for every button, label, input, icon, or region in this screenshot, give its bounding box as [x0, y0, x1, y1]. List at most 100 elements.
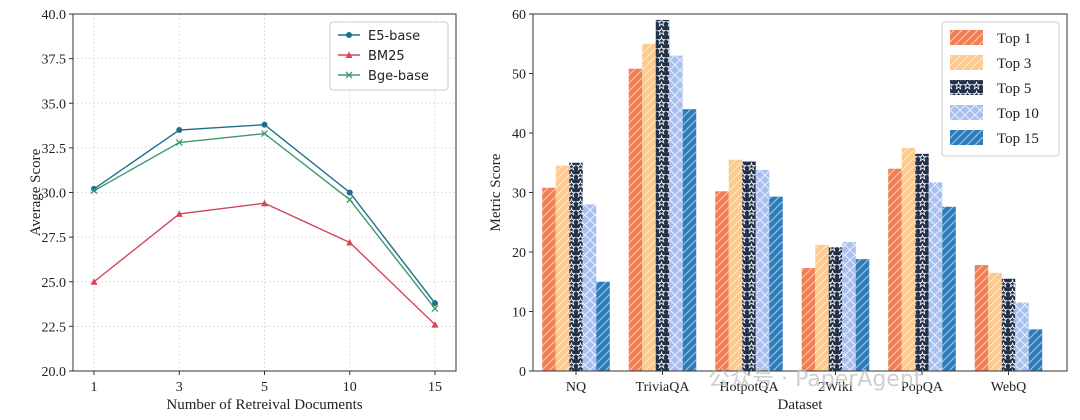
line-chart-x-tick-label: 5	[261, 380, 268, 395]
bar	[628, 68, 643, 372]
bar-hatch	[1028, 329, 1043, 371]
bar-chart-y-tick-label: 50	[512, 68, 526, 83]
line-chart-point	[176, 127, 183, 134]
bar-chart-legend-swatch-hatch	[950, 130, 983, 145]
line-chart-legend: E5-base BM25 Bge-base	[329, 21, 449, 91]
line-chart-series-e5-base	[91, 121, 438, 307]
bar-hatch	[655, 19, 670, 371]
line-chart-x-axis-title: Number of Retreival Documents	[166, 397, 362, 413]
line-chart-x-tick-label: 15	[428, 380, 442, 395]
bar-hatch	[801, 268, 816, 371]
line-chart-series	[90, 121, 439, 328]
line-chart-series-bge-base	[90, 130, 439, 312]
line-chart-y-tick-label: 37.5	[42, 53, 67, 68]
bar-chart-y-tick-label: 30	[512, 187, 526, 202]
bar-chart-ticks: 0 10 20 30 40 50 60 NQ TriviaQA HotpotQA 2Wiki PopQ…	[512, 8, 1026, 395]
line-chart-point	[431, 305, 439, 312]
bar-group-popqa	[888, 147, 956, 371]
bar	[715, 191, 729, 371]
bar-hatch	[942, 206, 956, 371]
bar-hatch	[682, 109, 697, 371]
line-chart-ticks: 20.0 22.5 25.0 27.5 30.0 32.5 35.0 37.5 40.0 1 3 5 1…	[42, 8, 443, 395]
bar-hatch	[1015, 302, 1029, 371]
line-chart-legend-box	[329, 21, 449, 91]
line-chart-grid	[73, 13, 456, 372]
bar-chart-legend-swatch-hatch	[950, 105, 983, 120]
line-chart-x-tick-label: 3	[176, 380, 183, 395]
bar-chart-legend-item: Top 1	[950, 30, 1031, 47]
bar	[828, 247, 843, 371]
bar-chart-x-axis-title: Dataset	[778, 397, 824, 413]
bar-chart-legend-swatch-hatch	[950, 30, 983, 45]
line-chart-y-tick-label: 20.0	[42, 365, 67, 380]
bar-hatch	[742, 161, 756, 371]
bar-hatch	[582, 204, 597, 371]
bar-chart-y-tick-label: 40	[512, 127, 526, 142]
bar	[642, 43, 656, 371]
bar	[915, 153, 929, 371]
line-chart-legend-item: Bge-base	[338, 69, 429, 84]
line-chart-legend-item: E5-base	[338, 29, 420, 44]
bar	[555, 165, 570, 371]
bar	[569, 162, 583, 371]
line-chart-point	[346, 32, 352, 38]
bar-hatch	[769, 196, 783, 371]
bar	[542, 187, 556, 371]
line-chart-legend-label: BM25	[368, 49, 405, 64]
bar	[1015, 302, 1029, 371]
bar-chart-legend-label: Top 5	[997, 81, 1031, 97]
bar-hatch	[855, 259, 870, 371]
bar-chart-x-tick-label: 2Wiki	[818, 380, 853, 395]
line-chart-y-tick-label: 25.0	[42, 276, 67, 291]
line-chart-legend-label: Bge-base	[368, 69, 429, 84]
line-chart-x-tick-label: 1	[91, 380, 98, 395]
bar	[682, 109, 697, 371]
line-chart-point	[261, 130, 268, 138]
bar	[742, 161, 756, 371]
line-chart: 20.0 22.5 25.0 27.5 30.0 32.5 35.0 37.5 40.0 1 3 5 1…	[28, 8, 457, 413]
bar-chart-legend-item: Top 15	[950, 130, 1039, 147]
bar	[888, 168, 902, 371]
bar-hatch	[542, 187, 556, 371]
line-chart-point	[175, 139, 183, 146]
bar-group-2wiki	[801, 241, 870, 371]
bar-chart-y-tick-label: 0	[519, 365, 526, 380]
bar-hatch	[1001, 278, 1016, 371]
bar	[901, 147, 916, 371]
bar-chart-bars	[542, 19, 1043, 372]
line-chart-y-tick-label: 30.0	[42, 187, 67, 202]
bar	[582, 204, 597, 371]
bar-group-triviaqa	[628, 19, 697, 372]
bar-chart-y-axis-title: Metric Score	[488, 153, 504, 231]
bar	[815, 244, 829, 371]
line-chart-y-tick-label: 27.5	[42, 231, 67, 246]
line-chart-y-tick-label: 22.5	[42, 320, 67, 335]
line-chart-y-axis-title: Average Score	[28, 148, 44, 236]
bar-hatch	[828, 247, 843, 371]
bar-hatch	[974, 265, 989, 371]
bar-chart-legend-item: Top 10	[950, 105, 1039, 122]
bar	[928, 182, 943, 371]
bar-hatch	[888, 168, 902, 371]
bar	[728, 159, 743, 371]
bar-hatch	[596, 281, 610, 371]
bar-hatch	[715, 191, 729, 371]
watermark-text: 公众号 · PaperAgent	[708, 367, 923, 392]
line-chart-y-tick-label: 40.0	[42, 8, 67, 23]
bar-chart-x-tick-label: WebQ	[991, 380, 1026, 395]
bar-chart-legend: Top 1 Top 3 Top 5 Top 10 Top 15	[941, 21, 1060, 157]
bar	[855, 259, 870, 371]
line-chart-point	[432, 300, 438, 307]
bar-hatch	[988, 272, 1002, 371]
line-chart-point	[90, 278, 98, 285]
bar-hatch	[842, 241, 856, 371]
line-chart-point	[345, 71, 353, 79]
bar-chart-y-tick-label: 20	[512, 246, 526, 261]
bar	[596, 281, 610, 371]
bar-hatch	[915, 153, 929, 371]
bar-chart-legend-swatch-hatch	[950, 80, 983, 95]
line-chart-point	[261, 121, 268, 128]
line-chart-x-tick-label: 10	[343, 380, 357, 395]
line-chart-legend-label: E5-base	[368, 29, 420, 44]
